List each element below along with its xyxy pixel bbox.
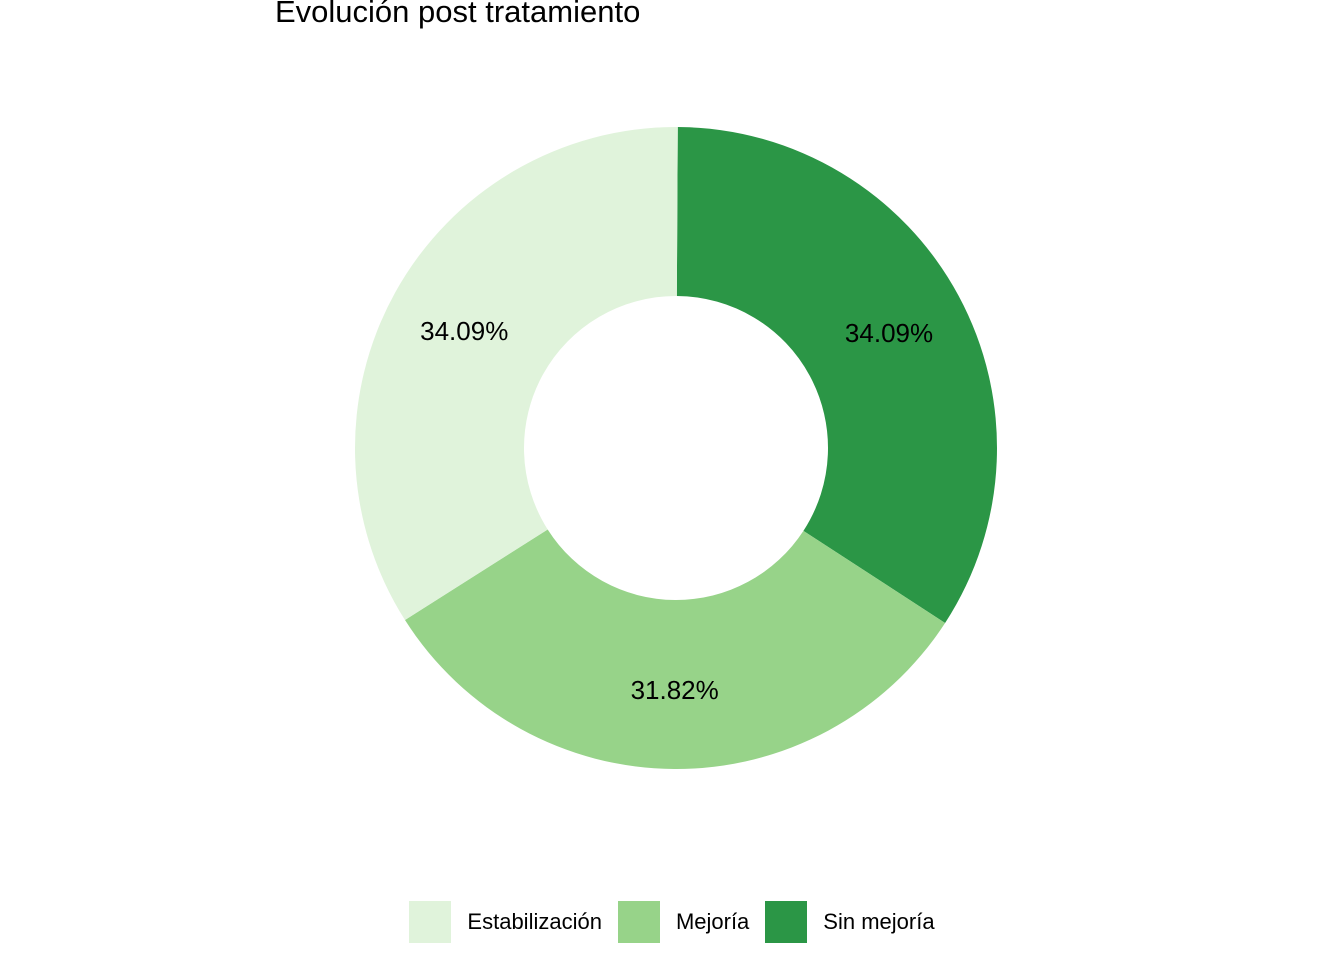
slice-estabilizacion xyxy=(355,127,678,621)
slice-label-sin-mejoria: 34.09% xyxy=(845,318,933,348)
legend-swatch-mejoria xyxy=(617,901,660,943)
legend-item-mejoria: Mejoría xyxy=(617,901,750,943)
chart-legend: Estabilización Mejoría Sin mejoría xyxy=(0,900,1344,944)
legend-item-estabilizacion: Estabilización xyxy=(409,901,602,943)
slice-label-estabilizacion: 34.09% xyxy=(420,316,508,346)
slice-sin-mejoria xyxy=(676,127,997,624)
slice-mejoria xyxy=(404,529,946,769)
donut-slices xyxy=(355,127,997,769)
legend-label-estabilizacion: Estabilización xyxy=(467,909,602,934)
slice-label-mejoria: 31.82% xyxy=(631,675,719,705)
legend-label-mejoria: Mejoría xyxy=(675,909,750,934)
legend-label-sin-mejoria: Sin mejoría xyxy=(823,909,935,934)
legend-swatch-sin-mejoria xyxy=(765,901,808,943)
legend-swatch-estabilizacion xyxy=(409,901,452,943)
legend-item-sin-mejoria: Sin mejoría xyxy=(765,901,935,943)
chart-title: Evolución post tratamiento xyxy=(275,0,641,29)
slice-labels: 34.09% 31.82% 34.09% xyxy=(420,316,933,705)
